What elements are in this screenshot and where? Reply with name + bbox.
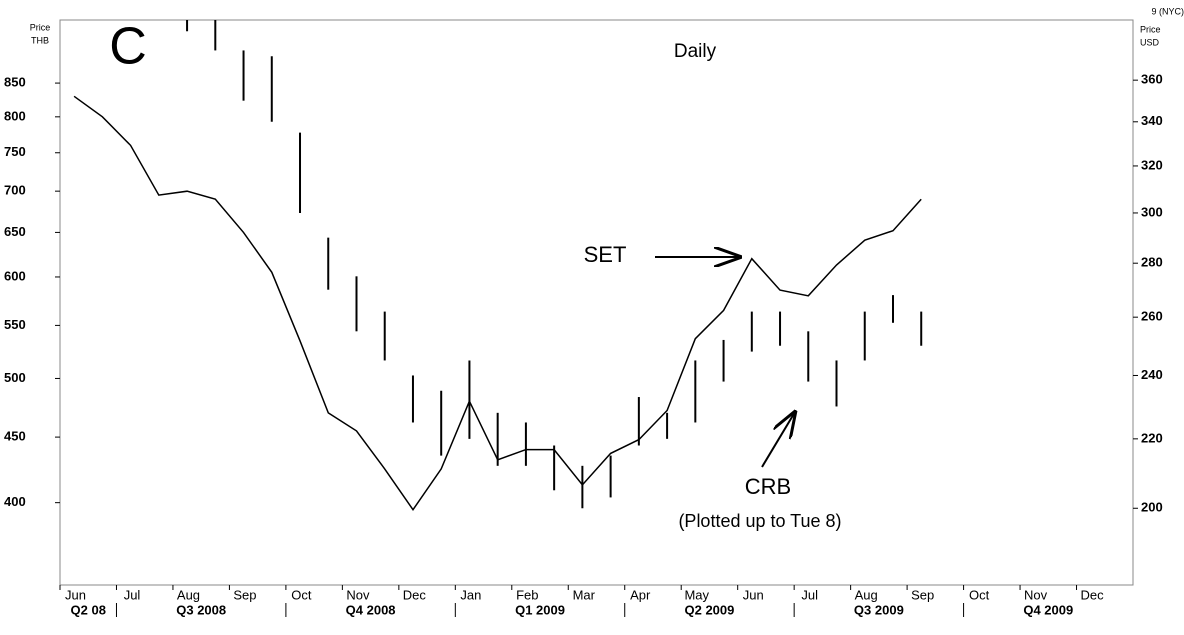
- y2-tick-label: 320: [1141, 157, 1163, 172]
- x-tick-label: Oct: [291, 587, 312, 602]
- x-tick-label: Jan: [460, 587, 481, 602]
- x-tick-label: Jun: [65, 587, 86, 602]
- quarter-label: Q3 2008: [176, 602, 226, 617]
- x-tick-label: Jul: [801, 587, 818, 602]
- y-tick-label: 700: [4, 183, 26, 198]
- x-tick-label: Sep: [911, 587, 934, 602]
- quarter-label: Q2 08: [71, 602, 106, 617]
- y-tick-label: 550: [4, 317, 26, 332]
- x-tick-label: Dec: [1080, 587, 1104, 602]
- y-tick-label: 450: [4, 429, 26, 444]
- chart-subtitle: Daily: [674, 41, 717, 62]
- y-tick-label: 500: [4, 370, 26, 385]
- y2-tick-label: 200: [1141, 500, 1163, 515]
- x-tick-label: Sep: [233, 587, 256, 602]
- arrow: [761, 412, 795, 468]
- x-tick-label: Aug: [855, 587, 878, 602]
- annotation: (Plotted up to Tue 8): [678, 511, 841, 531]
- x-tick-label: Feb: [516, 587, 538, 602]
- series-label: CRB: [745, 474, 791, 499]
- y2-tick-label: 360: [1141, 72, 1163, 87]
- y-tick-label: 650: [4, 224, 26, 239]
- series-label: SET: [584, 242, 627, 267]
- x-tick-label: Nov: [346, 587, 370, 602]
- y2-tick-label: 260: [1141, 309, 1163, 324]
- x-tick-label: Apr: [630, 587, 651, 602]
- x-tick-label: Oct: [969, 587, 990, 602]
- y-tick-label: 850: [4, 75, 26, 90]
- y-tick-label: 600: [4, 268, 26, 283]
- quarter-label: Q4 2009: [1023, 602, 1073, 617]
- x-tick-label: Jun: [743, 587, 764, 602]
- y-tick-label: 800: [4, 108, 26, 123]
- x-tick-label: Dec: [403, 587, 427, 602]
- quarter-label: Q1 2009: [515, 602, 565, 617]
- y2-axis-label: Price: [1140, 24, 1161, 34]
- plot-area: [73, 20, 923, 512]
- quarter-label: Q3 2009: [854, 602, 904, 617]
- y2-axis-label: USD: [1140, 37, 1160, 47]
- chart-title: C: [109, 18, 147, 76]
- x-tick-label: Jul: [124, 587, 141, 602]
- x-tick-label: Nov: [1024, 587, 1048, 602]
- y-tick-label: 400: [4, 494, 26, 509]
- y2-tick-label: 340: [1141, 113, 1163, 128]
- x-tick-label: May: [684, 587, 709, 602]
- y-tick-label: 750: [4, 144, 26, 159]
- y2-tick-label: 240: [1141, 367, 1163, 382]
- x-tick-label: Aug: [177, 587, 200, 602]
- x-tick-label: Mar: [573, 587, 596, 602]
- y2-tick-label: 220: [1141, 430, 1163, 445]
- y2-tick-label: 280: [1141, 255, 1163, 270]
- quarter-label: Q2 2009: [685, 602, 735, 617]
- quarter-label: Q4 2008: [346, 602, 396, 617]
- y2-tick-label: 300: [1141, 204, 1163, 219]
- plot-frame: [59, 19, 1134, 586]
- corner-label: 9 (NYC): [1151, 6, 1184, 16]
- y-axis-label: THB: [31, 35, 49, 45]
- y-axis-label: Price: [30, 22, 51, 32]
